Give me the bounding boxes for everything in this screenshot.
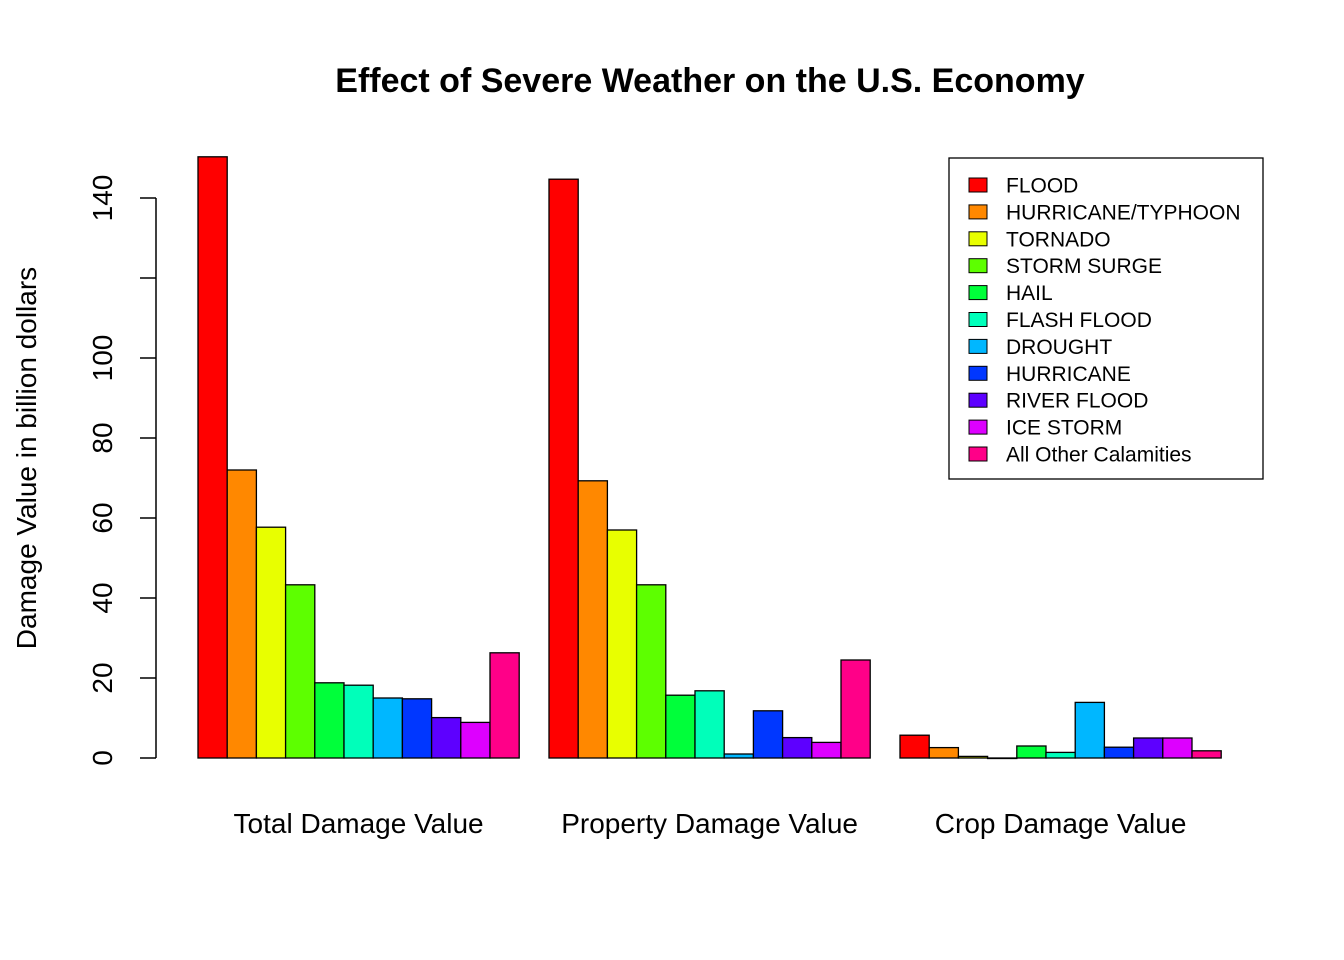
y-tick-label: 60 <box>87 502 118 533</box>
y-axis-label: Damage Value in billion dollars <box>11 267 42 649</box>
bar <box>226 469 258 759</box>
bars-group <box>197 156 1222 760</box>
legend-swatch <box>968 177 988 193</box>
bar <box>752 710 784 759</box>
legend-entry: All Other Calamities <box>1006 444 1192 467</box>
legend-swatch <box>968 258 988 274</box>
legend-swatch <box>968 365 988 381</box>
bar <box>489 652 520 759</box>
bar <box>255 526 287 759</box>
chart-title: Effect of Severe Weather on the U.S. Eco… <box>335 62 1085 100</box>
bar <box>1074 701 1106 759</box>
bar <box>1103 746 1135 759</box>
y-tick-label: 0 <box>87 750 118 766</box>
legend-swatch <box>968 446 988 462</box>
legend-entry: HURRICANE <box>1006 363 1131 386</box>
y-tick-label: 140 <box>87 175 118 222</box>
bar <box>811 741 842 759</box>
bar <box>401 698 433 759</box>
legend-swatch <box>968 285 988 301</box>
bar <box>1162 737 1193 759</box>
legend-entry: HAIL <box>1006 282 1053 305</box>
legend-entry: RIVER FLOOD <box>1006 390 1148 413</box>
legend-entry: DROUGHT <box>1006 336 1112 359</box>
y-tick-label: 80 <box>87 422 118 453</box>
legend-entry: STORM SURGE <box>1006 255 1162 278</box>
y-axis: 0 20 40 60 80 100 140 <box>87 175 157 766</box>
legend-swatch <box>968 419 988 435</box>
category-label: Property Damage Value <box>561 808 858 839</box>
bar <box>986 757 1018 760</box>
bar <box>723 753 755 759</box>
bar <box>840 659 871 759</box>
bar <box>928 746 960 759</box>
legend-swatch <box>968 204 988 220</box>
legend-box <box>948 157 1264 480</box>
category-label: Crop Damage Value <box>935 808 1187 839</box>
y-tick-label: 40 <box>87 582 118 613</box>
bar <box>694 690 725 759</box>
bar <box>577 480 609 759</box>
bar <box>343 684 374 759</box>
bar <box>1045 751 1076 759</box>
bar <box>460 721 491 759</box>
legend-swatch <box>968 312 988 327</box>
bar <box>957 755 989 759</box>
y-tick-label: 100 <box>87 335 118 382</box>
bar <box>197 156 228 759</box>
bar <box>1016 745 1047 759</box>
bar <box>1132 737 1164 759</box>
bar <box>606 529 638 759</box>
legend-entry: FLASH FLOOD <box>1006 309 1152 332</box>
bar <box>548 178 579 759</box>
category-label: Total Damage Value <box>234 808 484 839</box>
legend-swatch <box>968 231 988 247</box>
bar <box>372 697 404 759</box>
y-tick-label: 20 <box>87 662 118 693</box>
bar <box>314 682 345 759</box>
bar <box>635 584 667 759</box>
bar <box>1191 750 1222 759</box>
legend-entry: FLOOD <box>1006 175 1078 198</box>
bar <box>899 734 930 759</box>
legend: FLOOD HURRICANE/TYPHOON TORNADO STORM SURGE… <box>948 157 1264 480</box>
legend-entry: ICE STORM <box>1006 417 1122 440</box>
legend-swatch <box>968 392 988 408</box>
legend-entry: HURRICANE/TYPHOON <box>1006 201 1241 224</box>
bar <box>284 584 316 759</box>
legend-swatch <box>968 338 988 354</box>
bar <box>781 736 813 759</box>
legend-entry: TORNADO <box>1006 228 1111 251</box>
bar <box>430 716 462 759</box>
group-labels: Total Damage Value Property Damage Value C… <box>234 808 1187 839</box>
bar <box>665 694 696 759</box>
